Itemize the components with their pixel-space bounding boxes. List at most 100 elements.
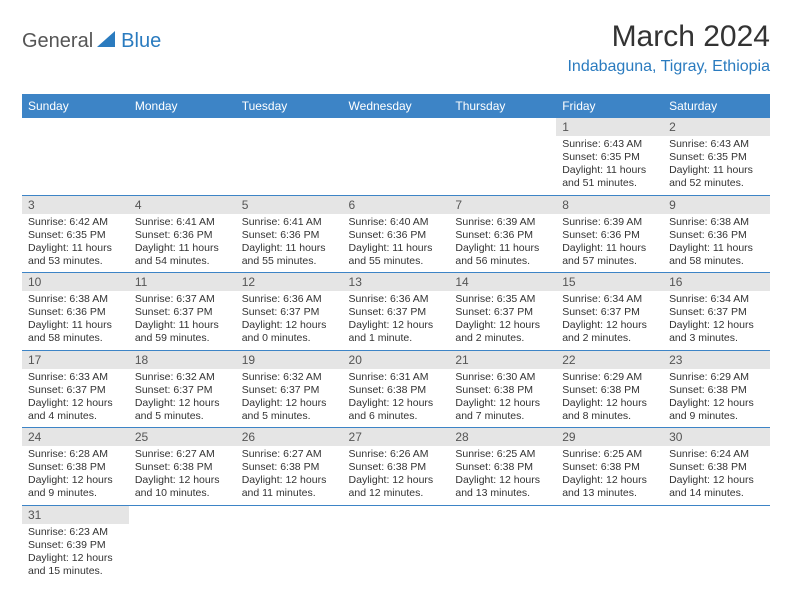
day-number: 14 <box>449 273 556 291</box>
calendar-day: 14Sunrise: 6:35 AMSunset: 6:37 PMDayligh… <box>449 273 556 351</box>
day-content: Sunrise: 6:24 AMSunset: 6:38 PMDaylight:… <box>663 446 770 505</box>
day-number: 5 <box>236 196 343 214</box>
day-number: 9 <box>663 196 770 214</box>
sunrise-line: Sunrise: 6:28 AM <box>28 448 123 461</box>
sunset-line: Sunset: 6:39 PM <box>28 539 123 552</box>
daylight-line: Daylight: 11 hours and 51 minutes. <box>562 164 657 190</box>
calendar-day: 2Sunrise: 6:43 AMSunset: 6:35 PMDaylight… <box>663 118 770 195</box>
sunset-line: Sunset: 6:38 PM <box>455 384 550 397</box>
daylight-line: Daylight: 12 hours and 7 minutes. <box>455 397 550 423</box>
day-number: 13 <box>343 273 450 291</box>
daylight-line: Daylight: 11 hours and 52 minutes. <box>669 164 764 190</box>
day-content: Sunrise: 6:26 AMSunset: 6:38 PMDaylight:… <box>343 446 450 505</box>
sunset-line: Sunset: 6:36 PM <box>455 229 550 242</box>
sunrise-line: Sunrise: 6:25 AM <box>455 448 550 461</box>
logo: General Blue <box>22 30 161 53</box>
calendar-day: 8Sunrise: 6:39 AMSunset: 6:36 PMDaylight… <box>556 195 663 273</box>
calendar-empty <box>556 505 663 582</box>
daylight-line: Daylight: 12 hours and 10 minutes. <box>135 474 230 500</box>
sunrise-line: Sunrise: 6:27 AM <box>135 448 230 461</box>
sunrise-line: Sunrise: 6:38 AM <box>28 293 123 306</box>
daylight-line: Daylight: 11 hours and 53 minutes. <box>28 242 123 268</box>
sunrise-line: Sunrise: 6:34 AM <box>669 293 764 306</box>
daylight-line: Daylight: 12 hours and 13 minutes. <box>562 474 657 500</box>
calendar-day: 3Sunrise: 6:42 AMSunset: 6:35 PMDaylight… <box>22 195 129 273</box>
calendar-body: 1Sunrise: 6:43 AMSunset: 6:35 PMDaylight… <box>22 118 770 582</box>
day-number: 30 <box>663 428 770 446</box>
logo-text-blue: Blue <box>121 30 161 53</box>
day-content: Sunrise: 6:41 AMSunset: 6:36 PMDaylight:… <box>236 214 343 273</box>
calendar-day: 4Sunrise: 6:41 AMSunset: 6:36 PMDaylight… <box>129 195 236 273</box>
daylight-line: Daylight: 11 hours and 55 minutes. <box>242 242 337 268</box>
calendar-day: 26Sunrise: 6:27 AMSunset: 6:38 PMDayligh… <box>236 428 343 506</box>
day-content: Sunrise: 6:27 AMSunset: 6:38 PMDaylight:… <box>129 446 236 505</box>
day-number: 27 <box>343 428 450 446</box>
day-content: Sunrise: 6:33 AMSunset: 6:37 PMDaylight:… <box>22 369 129 428</box>
sunrise-line: Sunrise: 6:43 AM <box>562 138 657 151</box>
sunset-line: Sunset: 6:37 PM <box>242 306 337 319</box>
day-number: 3 <box>22 196 129 214</box>
sunset-line: Sunset: 6:38 PM <box>455 461 550 474</box>
calendar-day: 17Sunrise: 6:33 AMSunset: 6:37 PMDayligh… <box>22 350 129 428</box>
day-number: 22 <box>556 351 663 369</box>
daylight-line: Daylight: 11 hours and 57 minutes. <box>562 242 657 268</box>
calendar-day: 30Sunrise: 6:24 AMSunset: 6:38 PMDayligh… <box>663 428 770 506</box>
day-content: Sunrise: 6:35 AMSunset: 6:37 PMDaylight:… <box>449 291 556 350</box>
daylight-line: Daylight: 12 hours and 5 minutes. <box>242 397 337 423</box>
day-content: Sunrise: 6:30 AMSunset: 6:38 PMDaylight:… <box>449 369 556 428</box>
sunrise-line: Sunrise: 6:34 AM <box>562 293 657 306</box>
daylight-line: Daylight: 11 hours and 54 minutes. <box>135 242 230 268</box>
sunrise-line: Sunrise: 6:29 AM <box>669 371 764 384</box>
sunset-line: Sunset: 6:38 PM <box>242 461 337 474</box>
daylight-line: Daylight: 11 hours and 59 minutes. <box>135 319 230 345</box>
day-content: Sunrise: 6:32 AMSunset: 6:37 PMDaylight:… <box>129 369 236 428</box>
day-number: 11 <box>129 273 236 291</box>
day-content: Sunrise: 6:25 AMSunset: 6:38 PMDaylight:… <box>556 446 663 505</box>
daylight-line: Daylight: 12 hours and 8 minutes. <box>562 397 657 423</box>
sunrise-line: Sunrise: 6:41 AM <box>135 216 230 229</box>
calendar-day: 5Sunrise: 6:41 AMSunset: 6:36 PMDaylight… <box>236 195 343 273</box>
page-header: General Blue March 2024 Indabaguna, Tigr… <box>22 20 770 76</box>
day-number: 4 <box>129 196 236 214</box>
weekday-header: Friday <box>556 94 663 118</box>
calendar-day: 10Sunrise: 6:38 AMSunset: 6:36 PMDayligh… <box>22 273 129 351</box>
sunset-line: Sunset: 6:38 PM <box>349 384 444 397</box>
sunrise-line: Sunrise: 6:38 AM <box>669 216 764 229</box>
calendar-day: 9Sunrise: 6:38 AMSunset: 6:36 PMDaylight… <box>663 195 770 273</box>
day-content: Sunrise: 6:43 AMSunset: 6:35 PMDaylight:… <box>556 136 663 195</box>
sunset-line: Sunset: 6:38 PM <box>349 461 444 474</box>
day-number: 1 <box>556 118 663 136</box>
sunrise-line: Sunrise: 6:30 AM <box>455 371 550 384</box>
sunset-line: Sunset: 6:36 PM <box>135 229 230 242</box>
calendar-row: 24Sunrise: 6:28 AMSunset: 6:38 PMDayligh… <box>22 428 770 506</box>
calendar-day: 31Sunrise: 6:23 AMSunset: 6:39 PMDayligh… <box>22 505 129 582</box>
calendar-day: 15Sunrise: 6:34 AMSunset: 6:37 PMDayligh… <box>556 273 663 351</box>
sunset-line: Sunset: 6:38 PM <box>669 461 764 474</box>
weekday-header-row: Sunday Monday Tuesday Wednesday Thursday… <box>22 94 770 118</box>
daylight-line: Daylight: 12 hours and 2 minutes. <box>455 319 550 345</box>
calendar-day: 23Sunrise: 6:29 AMSunset: 6:38 PMDayligh… <box>663 350 770 428</box>
daylight-line: Daylight: 11 hours and 55 minutes. <box>349 242 444 268</box>
day-content: Sunrise: 6:39 AMSunset: 6:36 PMDaylight:… <box>556 214 663 273</box>
sunset-line: Sunset: 6:35 PM <box>669 151 764 164</box>
sunset-line: Sunset: 6:37 PM <box>349 306 444 319</box>
sunrise-line: Sunrise: 6:33 AM <box>28 371 123 384</box>
day-content: Sunrise: 6:39 AMSunset: 6:36 PMDaylight:… <box>449 214 556 273</box>
daylight-line: Daylight: 12 hours and 9 minutes. <box>28 474 123 500</box>
weekday-header: Sunday <box>22 94 129 118</box>
calendar-row: 3Sunrise: 6:42 AMSunset: 6:35 PMDaylight… <box>22 195 770 273</box>
weekday-header: Thursday <box>449 94 556 118</box>
sunset-line: Sunset: 6:37 PM <box>242 384 337 397</box>
sunrise-line: Sunrise: 6:29 AM <box>562 371 657 384</box>
sunset-line: Sunset: 6:38 PM <box>562 461 657 474</box>
daylight-line: Daylight: 11 hours and 58 minutes. <box>669 242 764 268</box>
sunset-line: Sunset: 6:38 PM <box>669 384 764 397</box>
calendar-day: 21Sunrise: 6:30 AMSunset: 6:38 PMDayligh… <box>449 350 556 428</box>
day-number: 19 <box>236 351 343 369</box>
daylight-line: Daylight: 12 hours and 2 minutes. <box>562 319 657 345</box>
day-content: Sunrise: 6:37 AMSunset: 6:37 PMDaylight:… <box>129 291 236 350</box>
day-content: Sunrise: 6:41 AMSunset: 6:36 PMDaylight:… <box>129 214 236 273</box>
day-number: 8 <box>556 196 663 214</box>
calendar-empty <box>129 118 236 195</box>
daylight-line: Daylight: 12 hours and 14 minutes. <box>669 474 764 500</box>
